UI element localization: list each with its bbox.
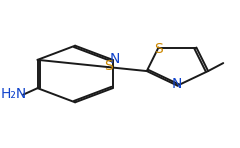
Text: S: S <box>154 42 163 56</box>
Text: S: S <box>104 59 113 73</box>
Text: H₂N: H₂N <box>1 87 27 101</box>
Text: N: N <box>109 52 120 66</box>
Text: N: N <box>171 77 181 91</box>
